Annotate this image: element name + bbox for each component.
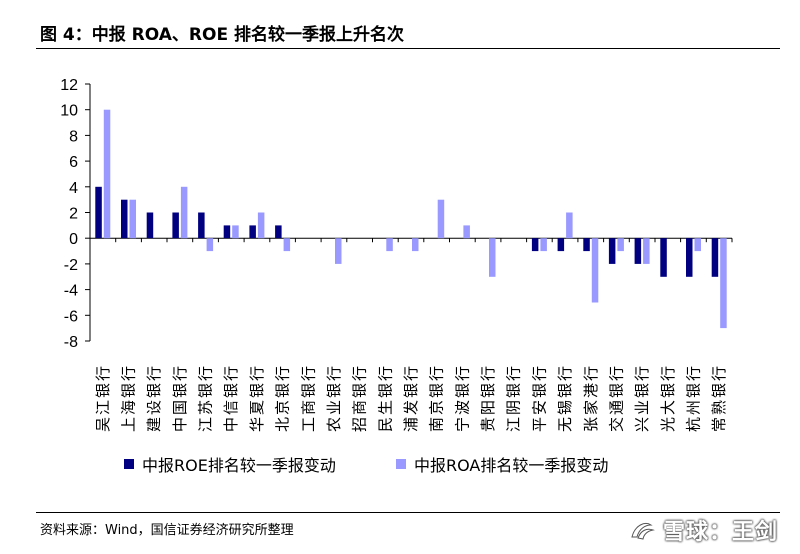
bar-roe [275, 225, 282, 239]
x-tick-label: 吴江银行 [94, 364, 112, 432]
bar-roa [591, 238, 599, 303]
top-rule [36, 48, 780, 49]
x-tick-label: 兴业银行 [633, 364, 651, 432]
bar-roe [172, 212, 179, 239]
bar-roe [95, 186, 102, 239]
y-tick-label: -4 [64, 283, 78, 300]
bar-roa [566, 212, 573, 239]
bar-roa [232, 225, 239, 239]
x-tick-label: 民生银行 [376, 364, 394, 432]
x-tick-label: 平安银行 [530, 364, 548, 432]
bar-roa [129, 199, 136, 239]
bar-roa [257, 212, 265, 239]
x-tick-label: 无锡银行 [556, 364, 574, 432]
legend-label-roa: 中报ROA排名较一季报变动 [414, 456, 609, 475]
legend-item-roa: 中报ROA排名较一季报变动 [396, 452, 608, 476]
bar-roe [686, 238, 693, 277]
y-tick-label: 8 [69, 128, 78, 145]
x-tick-label: 中信银行 [222, 364, 240, 432]
bar-roa [206, 238, 214, 252]
x-tick-label: 杭州银行 [684, 364, 702, 432]
bar-roa [335, 238, 342, 264]
bar-roe [557, 238, 565, 252]
bar-roa [463, 225, 470, 239]
bar-roa [386, 238, 393, 252]
bar-roe [198, 212, 205, 239]
watermark: 雪球：王剑 [629, 514, 778, 546]
legend-item-roe: 中报ROE排名较一季报变动 [124, 452, 336, 476]
bar-roa [489, 238, 496, 277]
y-tick-label: 2 [69, 206, 78, 223]
x-tick-label: 南京银行 [428, 364, 446, 432]
bar-roa [103, 109, 111, 239]
bar-roa [283, 238, 291, 252]
x-tick-label: 北京银行 [274, 364, 292, 432]
y-tick-label: -2 [64, 257, 78, 274]
legend-swatch-roa [396, 459, 406, 469]
watermark-text: 雪球：王剑 [662, 520, 778, 545]
legend-label-roe: 中报ROE排名较一季报变动 [142, 456, 336, 475]
y-tick-label: -8 [64, 334, 78, 351]
bar-roa [437, 199, 445, 239]
bar-roa [720, 238, 727, 329]
x-tick-label: 中国银行 [171, 364, 189, 432]
bottom-rule [36, 512, 780, 513]
x-tick-label: 浦发银行 [402, 364, 420, 432]
x-tick-label: 华夏银行 [248, 364, 266, 432]
x-tick-label: 农业银行 [325, 364, 343, 432]
snowball-logo-icon [631, 523, 655, 540]
y-tick-label: 12 [60, 77, 78, 94]
bar-roe [660, 238, 667, 277]
x-tick-label: 江苏银行 [197, 364, 215, 432]
y-tick-label: 6 [69, 154, 78, 171]
y-tick-label: -6 [64, 308, 78, 325]
x-tick-label: 常熟银行 [710, 364, 728, 432]
y-tick-label: 0 [69, 231, 78, 248]
x-tick-label: 张家港行 [582, 364, 600, 432]
x-tick-label: 江阴银行 [505, 364, 523, 432]
x-tick-label: 招商银行 [351, 364, 369, 432]
bar-chart: 12 10 8 6 4 2 0 -2 -4 -6 -8 吴江银行 上海银行 建设银行 中国银行 江苏银行 中信… [60, 77, 733, 432]
bar-roe [146, 212, 154, 239]
y-tick-label: 10 [60, 103, 78, 120]
bar-roe [531, 238, 539, 252]
x-tick-label: 宁波银行 [453, 364, 471, 432]
bar-roa [412, 238, 419, 252]
chart-title: 图 4：中报 ROA、ROE 排名较一季报上升名次 [40, 25, 404, 45]
bar-roe [249, 225, 256, 239]
x-tick-label: 工商银行 [299, 364, 317, 432]
bar-roa [180, 186, 188, 239]
bar-roe [121, 199, 128, 239]
bar-roe [223, 225, 231, 239]
bar-roa [694, 238, 701, 252]
bar-roa [617, 238, 624, 252]
bar-roa [643, 238, 650, 264]
bar-roe [583, 238, 590, 252]
bar-roe [608, 238, 616, 264]
x-tick-label: 交通银行 [607, 364, 625, 432]
bar-roa [540, 238, 547, 252]
source-note: 资料来源：Wind，国信证券经济研究所整理 [40, 523, 294, 538]
x-tick-label: 上海银行 [120, 364, 138, 432]
bar-roe [634, 238, 642, 264]
bar-roe [711, 238, 719, 277]
y-tick-label: 4 [69, 180, 78, 197]
legend-swatch-roe [124, 459, 134, 469]
x-tick-label: 建设银行 [145, 364, 163, 432]
x-tick-label: 贵阳银行 [479, 364, 497, 432]
x-tick-label: 光大银行 [659, 364, 677, 432]
